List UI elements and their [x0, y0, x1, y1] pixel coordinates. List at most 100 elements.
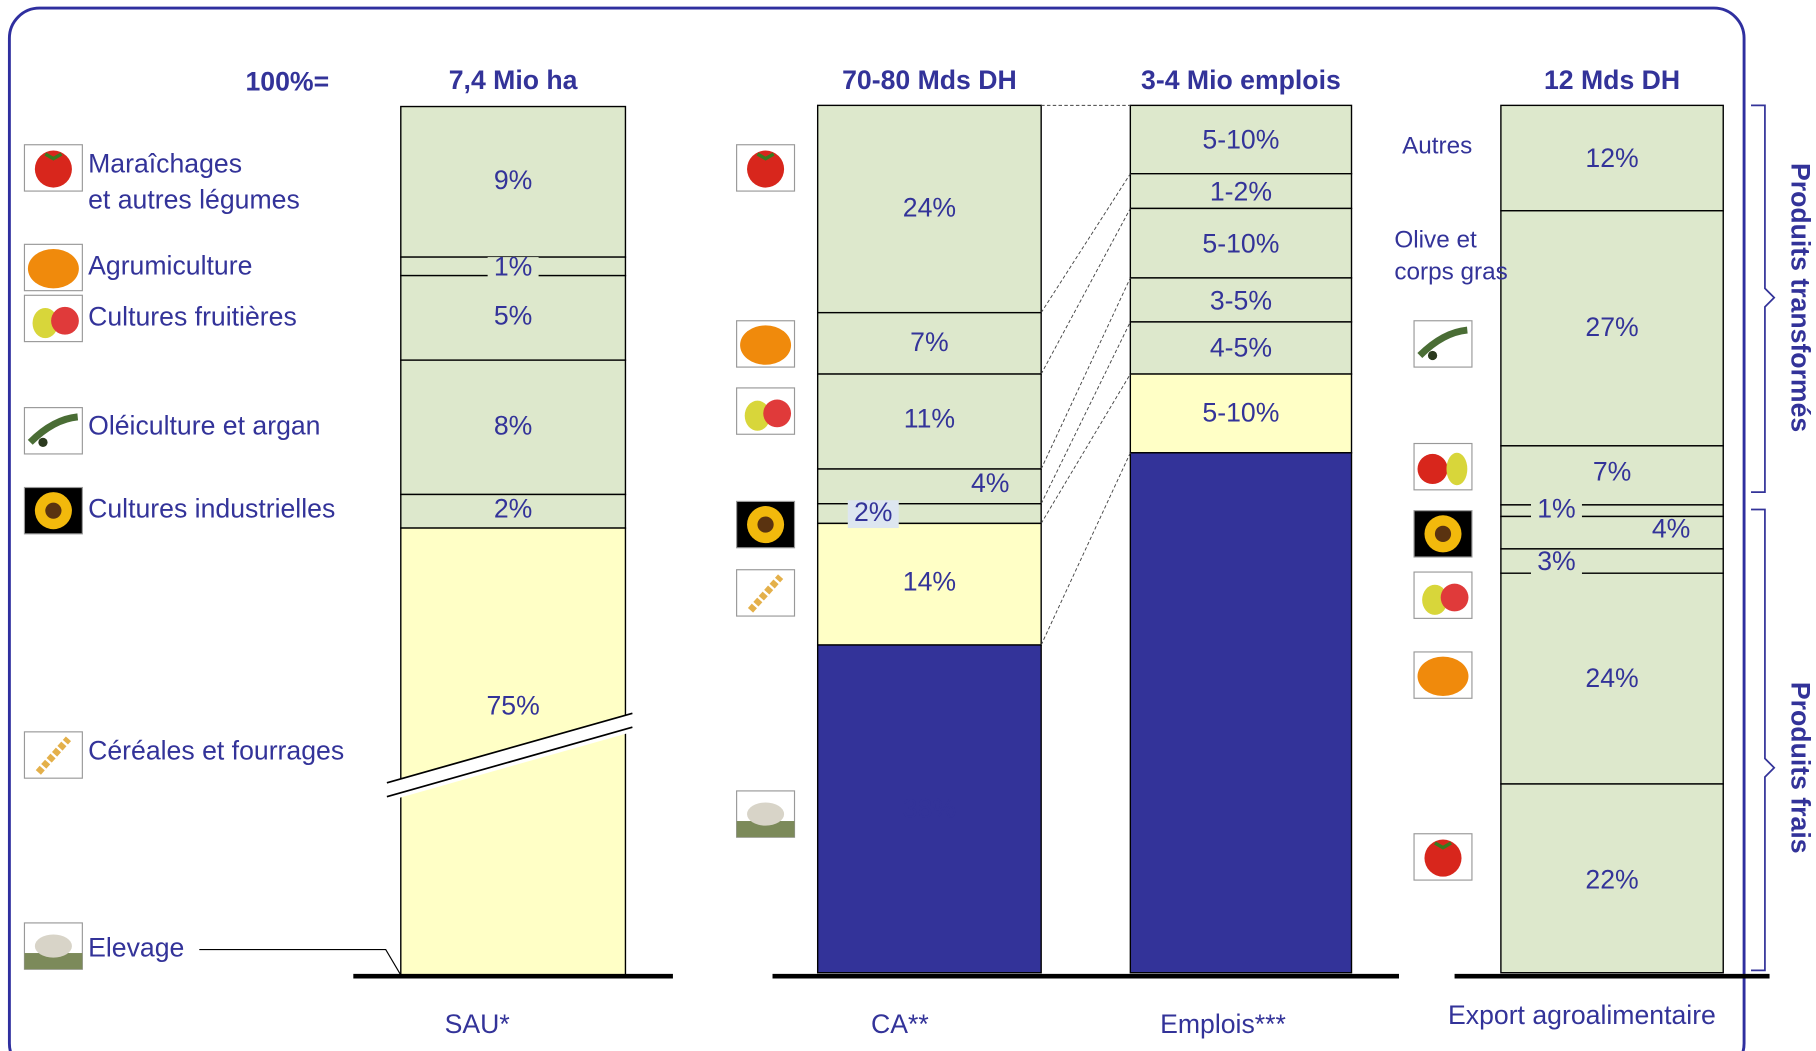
- legend-label: Oléiculture et argan: [88, 410, 320, 440]
- column-total: 7,4 Mio ha: [449, 65, 578, 95]
- segment-label: 1%: [1537, 494, 1575, 524]
- icon-shape: [736, 821, 795, 838]
- segment-label: 2%: [854, 497, 892, 527]
- connector: [1040, 208, 1131, 375]
- icon: [23, 294, 83, 343]
- segment-label: 75%: [486, 691, 539, 721]
- segment: [1129, 277, 1353, 323]
- column-total: 12 Mds DH: [1544, 65, 1680, 95]
- label-bg: [1531, 551, 1582, 575]
- icon: [1413, 510, 1473, 558]
- segment-label: 12%: [1585, 143, 1638, 173]
- header-label: 100%=: [245, 66, 329, 96]
- segment: [1500, 783, 1724, 974]
- connector: [1040, 173, 1131, 313]
- icon: [23, 407, 83, 455]
- legend-label: Elevage: [88, 933, 184, 963]
- bracket: [1751, 508, 1776, 972]
- icon-shape: [27, 248, 79, 289]
- icon-shape: [1424, 839, 1462, 877]
- segment-label: 4-5%: [1210, 333, 1272, 363]
- connector: [1040, 277, 1131, 470]
- segment-label: 1%: [494, 252, 532, 282]
- segment: [400, 493, 627, 529]
- icon-shape: [1434, 841, 1452, 850]
- icon-bg: [736, 569, 796, 617]
- icon: [736, 387, 796, 435]
- column-total: 3-4 Mio emplois: [1141, 65, 1341, 95]
- icon: [23, 144, 83, 192]
- icon-shape: [35, 736, 72, 775]
- segment-label: 7%: [910, 327, 948, 357]
- icon-shape: [1417, 656, 1469, 696]
- export-label: corps gras: [1394, 259, 1507, 286]
- segment-label: 2%: [494, 494, 532, 524]
- segment-label: 38%: [903, 794, 956, 824]
- icon: [1413, 442, 1473, 491]
- label-bg: [847, 500, 899, 529]
- label-bg: [1531, 499, 1582, 523]
- icon-shape: [45, 502, 62, 519]
- segment-label: 27%: [1585, 312, 1638, 342]
- column-footer: CA**: [871, 1009, 929, 1039]
- leader-line: [199, 948, 402, 976]
- segment-label: 5%: [494, 300, 532, 330]
- icon-shape: [34, 934, 72, 958]
- icon-shape: [1440, 583, 1469, 612]
- icon: [23, 731, 83, 779]
- icon-shape: [1417, 453, 1448, 485]
- icon-shape: [1446, 452, 1468, 486]
- export-label: Olive et: [1394, 226, 1477, 253]
- icon: [1413, 833, 1473, 881]
- icon: [1413, 320, 1473, 368]
- segment: [1129, 104, 1353, 175]
- segment-label: 4%: [1652, 513, 1690, 543]
- icon: [736, 790, 796, 838]
- icon-shape: [740, 325, 792, 365]
- legend-label: Cultures industrielles: [88, 494, 335, 524]
- icon-shape: [34, 150, 72, 188]
- icon-shape: [747, 802, 785, 826]
- icon: [23, 922, 83, 970]
- icon: [736, 569, 796, 617]
- segment: [1129, 373, 1353, 454]
- segment-label: 9%: [494, 165, 532, 195]
- bracket-label: Produits transformés: [1785, 163, 1815, 432]
- label-bg: [487, 257, 539, 281]
- segment: [1500, 572, 1724, 785]
- segment: [400, 359, 627, 496]
- segment-label: 5-10%: [1202, 229, 1279, 259]
- frame: [7, 6, 1746, 1051]
- icon-shape: [51, 306, 79, 335]
- break-line: [386, 726, 633, 798]
- icon: [736, 320, 796, 368]
- column-footer: SAU*: [445, 1009, 510, 1039]
- icon: [23, 243, 83, 292]
- icon: [1413, 571, 1473, 619]
- icon-shape: [1434, 525, 1452, 542]
- segment: [1500, 210, 1724, 447]
- segment-label: 1-2%: [1210, 176, 1272, 206]
- export-label: Autres: [1402, 132, 1472, 159]
- legend-label: Agrumiculture: [88, 251, 252, 281]
- connector: [1040, 452, 1131, 646]
- legend-label: et autres légumes: [88, 185, 300, 215]
- icon-bg: [23, 731, 83, 779]
- segment-label: 5-10%: [1202, 124, 1279, 154]
- connector: [1040, 321, 1131, 504]
- segment-label: 11%: [904, 403, 955, 433]
- icon: [1413, 651, 1473, 699]
- column-total: 70-80 Mds DH: [842, 65, 1017, 95]
- segment: [1129, 321, 1353, 375]
- segment-label: 3-5%: [1210, 285, 1272, 315]
- icon-shape: [1417, 326, 1468, 358]
- segment: [816, 311, 1042, 375]
- bracket: [1751, 104, 1776, 494]
- segment-label: 5-10%: [1202, 398, 1279, 428]
- segment: [1500, 445, 1724, 506]
- icon: [23, 486, 83, 535]
- icon-shape: [747, 150, 785, 188]
- segment: [816, 522, 1042, 646]
- segment-label: 4%: [971, 468, 1009, 498]
- icon-shape: [757, 516, 774, 533]
